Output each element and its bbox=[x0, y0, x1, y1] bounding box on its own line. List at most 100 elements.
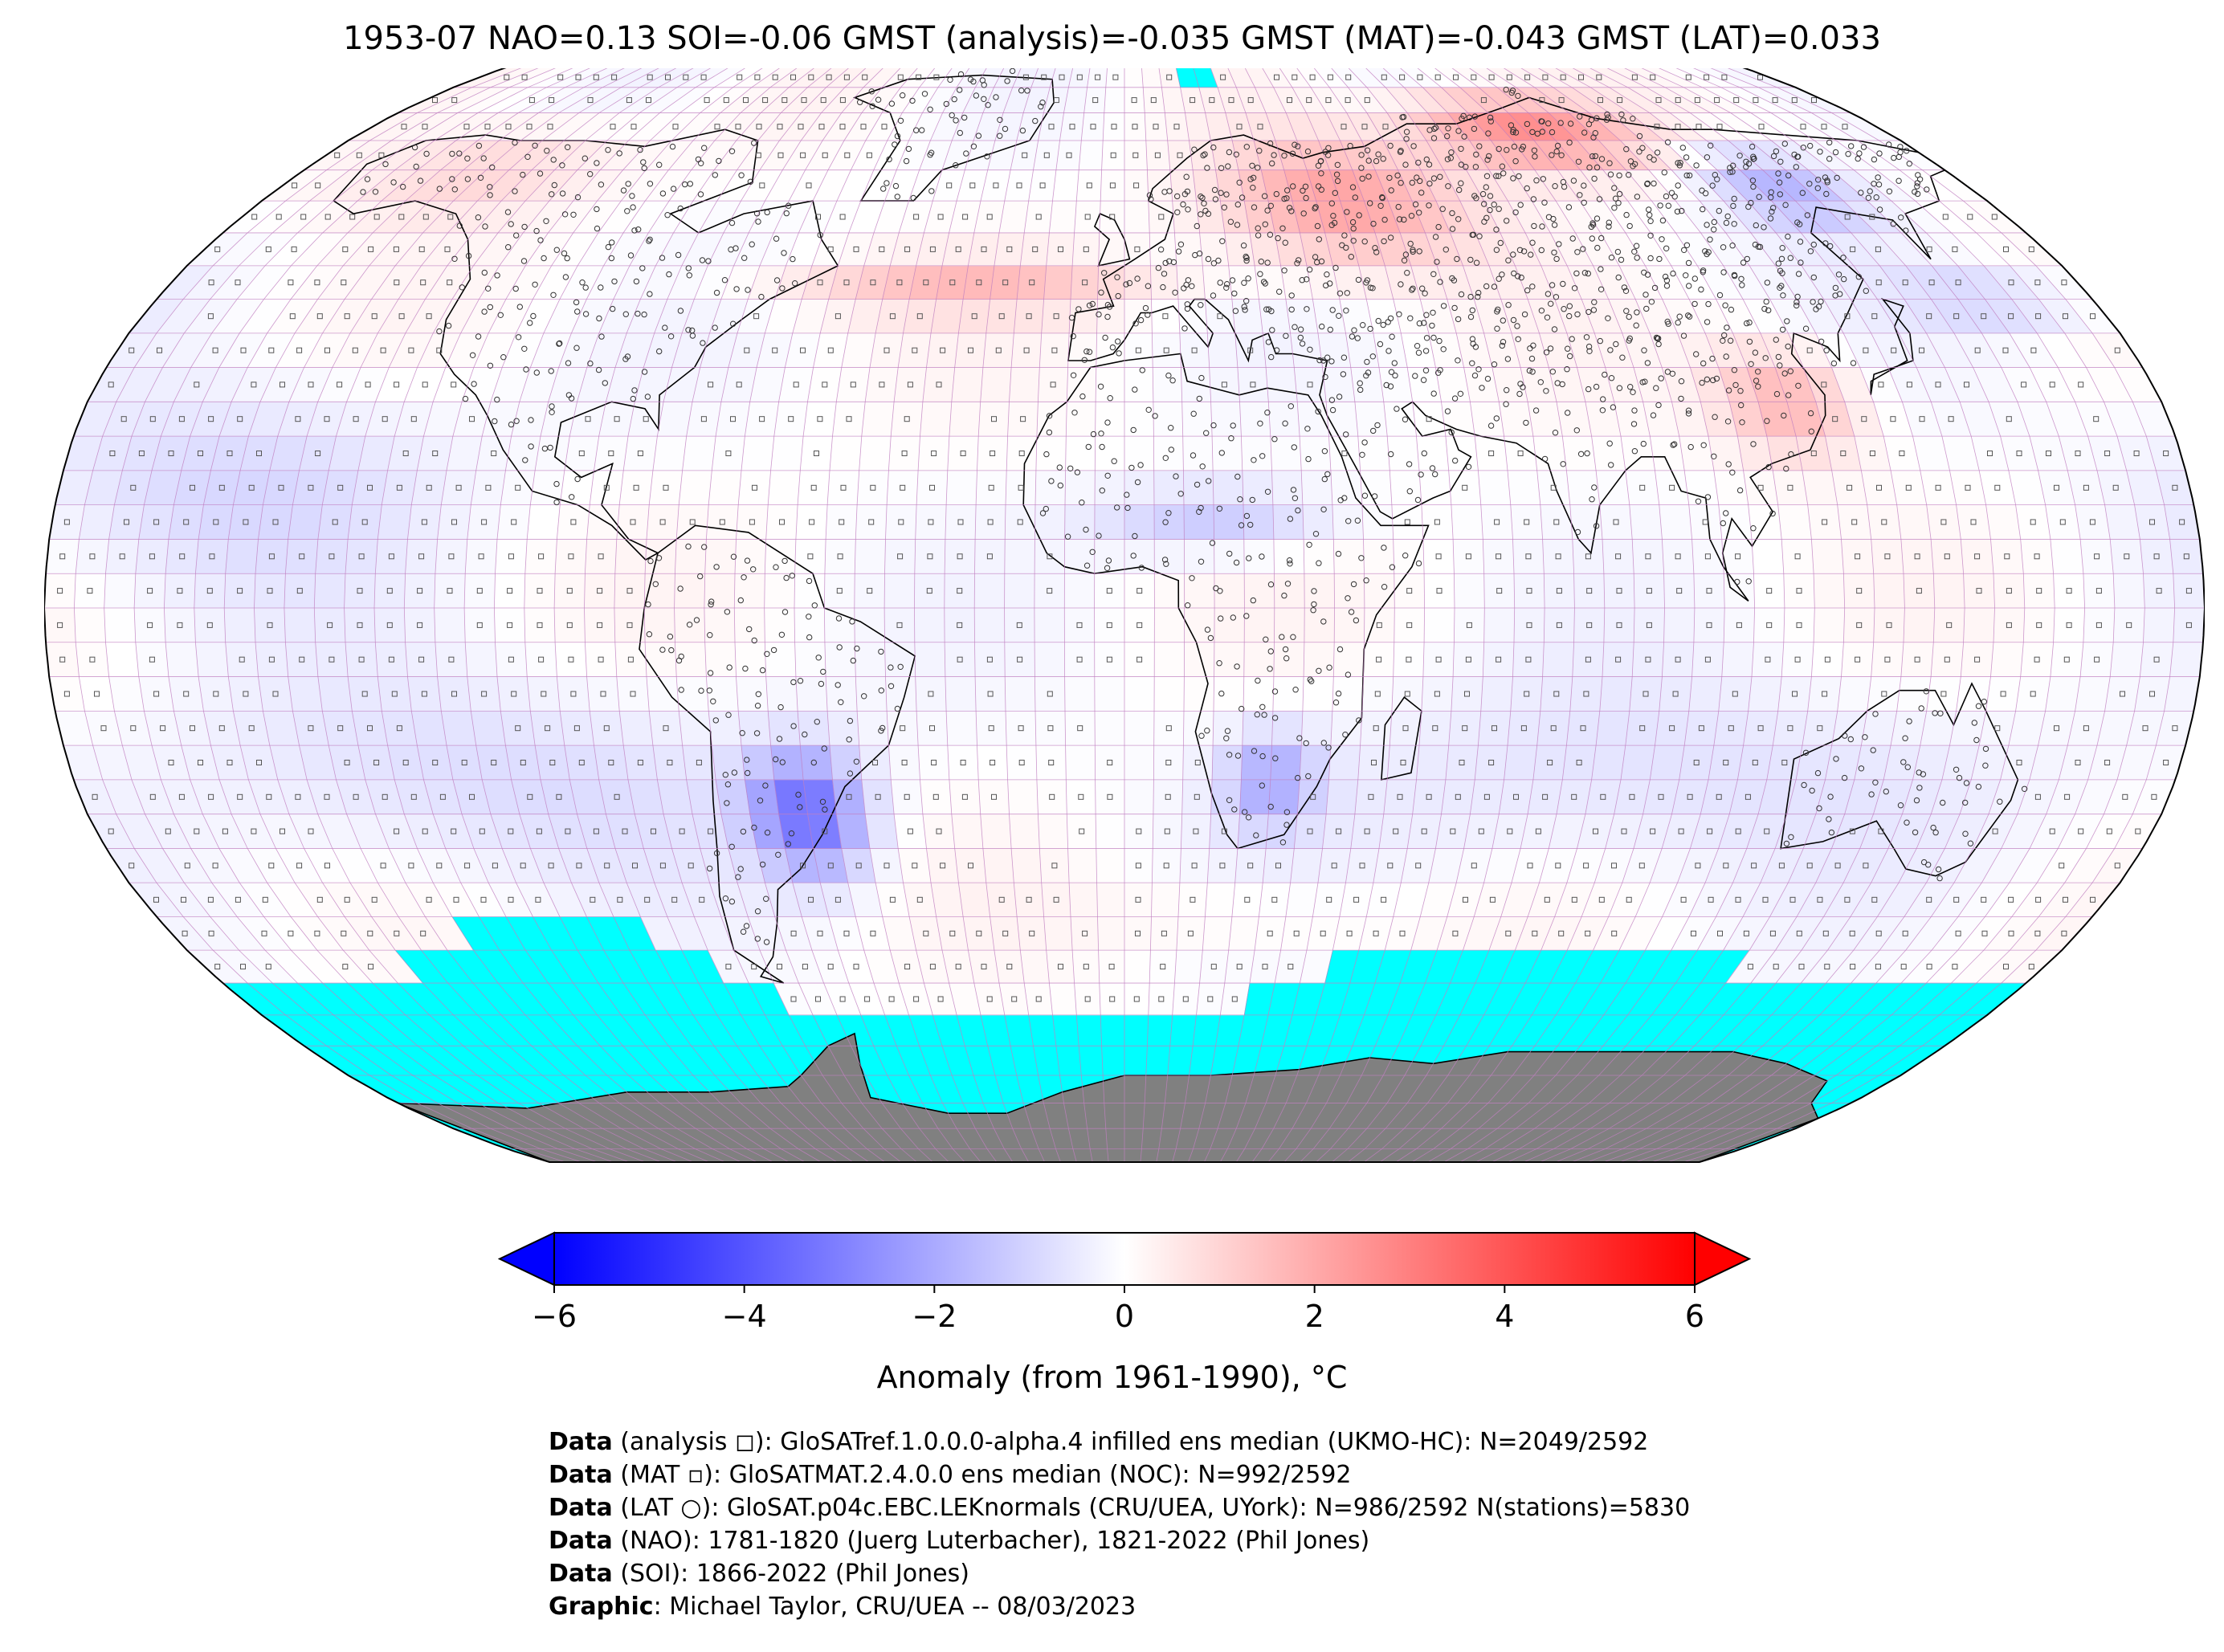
anomaly-cell bbox=[922, 367, 956, 402]
anomaly-cell bbox=[1655, 470, 1690, 506]
anomaly-cell bbox=[1272, 504, 1304, 540]
anomaly-cell bbox=[1451, 504, 1483, 540]
anomaly-cell bbox=[1454, 573, 1485, 609]
anomaly-cell bbox=[464, 539, 498, 574]
anomaly-cell bbox=[1124, 982, 1150, 1016]
anomaly-cell bbox=[347, 504, 382, 540]
anomaly-cell bbox=[1004, 573, 1035, 609]
anomaly-cell bbox=[1932, 607, 1965, 643]
anomaly-cell bbox=[1364, 573, 1395, 609]
anomaly-cell bbox=[1153, 435, 1184, 471]
anomaly-cell bbox=[1010, 332, 1043, 368]
anomaly-cell bbox=[1039, 848, 1070, 883]
anomaly-cell bbox=[797, 710, 830, 746]
anomaly-cell bbox=[1418, 710, 1452, 746]
anomaly-cell bbox=[1243, 676, 1275, 712]
anomaly-cell bbox=[1096, 848, 1125, 883]
anomaly-cell bbox=[1532, 435, 1567, 471]
anomaly-cell bbox=[1034, 504, 1066, 540]
anomaly-cell bbox=[1421, 676, 1454, 712]
anomaly-cell bbox=[1043, 265, 1073, 300]
anomaly-cell bbox=[826, 470, 860, 506]
anomaly-cell bbox=[1480, 504, 1513, 540]
anomaly-cell bbox=[734, 642, 767, 677]
anomaly-cell bbox=[1416, 744, 1450, 781]
anomaly-cell bbox=[1659, 676, 1692, 712]
anomaly-cell bbox=[1271, 470, 1304, 506]
anomaly-cell bbox=[377, 504, 412, 540]
anomaly-cell bbox=[1153, 607, 1185, 643]
anomaly-cell bbox=[1234, 848, 1267, 883]
anomaly-cell bbox=[79, 504, 115, 540]
anomaly-cell bbox=[1903, 573, 1936, 609]
anomaly-cell bbox=[1718, 504, 1753, 540]
anomaly-cell bbox=[2169, 642, 2204, 677]
anomaly-cell bbox=[794, 539, 826, 574]
anomaly-cell bbox=[958, 299, 990, 334]
anomaly-cell bbox=[1751, 539, 1785, 574]
anomaly-cell bbox=[1322, 814, 1356, 849]
anomaly-cell bbox=[1094, 676, 1125, 712]
anomaly-cell bbox=[2112, 607, 2145, 643]
anomaly-cell bbox=[1299, 744, 1332, 781]
anomaly-cell bbox=[1386, 435, 1420, 471]
anomaly-cell bbox=[1452, 539, 1485, 574]
anomaly-cell bbox=[1930, 642, 1964, 677]
anomaly-cell bbox=[1963, 607, 1995, 643]
anomaly-cell bbox=[1322, 367, 1356, 402]
anomaly-cell bbox=[557, 504, 590, 540]
anomaly-cell bbox=[1049, 200, 1077, 234]
anomaly-cell bbox=[1094, 710, 1125, 746]
anomaly-cell bbox=[1510, 504, 1543, 540]
anomaly-cell bbox=[168, 676, 204, 712]
anomaly-cell bbox=[1019, 949, 1050, 984]
anomaly-cell bbox=[733, 607, 765, 643]
anomaly-cell bbox=[773, 401, 808, 437]
anomaly-cell bbox=[1016, 265, 1047, 300]
anomaly-cell bbox=[648, 710, 683, 746]
anomaly-cell bbox=[1124, 232, 1151, 267]
anomaly-cell bbox=[464, 642, 498, 677]
anomaly-cell bbox=[1205, 882, 1236, 917]
anomaly-cell bbox=[1293, 814, 1327, 849]
anomaly-cell bbox=[1474, 744, 1508, 781]
anomaly-cell bbox=[168, 504, 204, 540]
anomaly-cell bbox=[165, 539, 199, 574]
anomaly-cell bbox=[1807, 676, 1842, 712]
anomaly-cell bbox=[767, 470, 801, 506]
anomaly-cell bbox=[832, 401, 866, 437]
anomaly-cell bbox=[285, 642, 319, 677]
anomaly-cell bbox=[974, 539, 1006, 574]
anomaly-cell bbox=[618, 710, 654, 746]
anomaly-cell bbox=[1325, 779, 1359, 815]
anomaly-cell bbox=[1124, 200, 1150, 234]
anomaly-cell bbox=[1599, 504, 1633, 540]
anomaly-cell bbox=[1231, 299, 1263, 334]
anomaly-cell bbox=[1124, 1014, 1149, 1046]
anomaly-cell bbox=[1147, 1014, 1173, 1046]
anomaly-cell bbox=[1153, 573, 1185, 609]
anomaly-cell bbox=[1254, 916, 1287, 951]
anomaly-cell bbox=[594, 435, 629, 471]
anomaly-cell bbox=[1802, 710, 1838, 746]
anomaly-cell bbox=[2050, 539, 2084, 574]
anomaly-cell bbox=[1507, 470, 1541, 506]
anomaly-cell bbox=[524, 642, 557, 677]
anomaly-cell bbox=[949, 779, 981, 815]
anomaly-cell bbox=[1004, 539, 1035, 574]
anomaly-cell bbox=[1153, 470, 1185, 506]
anomaly-cell bbox=[1078, 140, 1104, 170]
anomaly-cell bbox=[973, 607, 1006, 643]
anomaly-cell bbox=[1013, 882, 1044, 917]
anomaly-cell bbox=[1532, 744, 1567, 781]
anomaly-cell bbox=[1102, 112, 1125, 141]
anomaly-cell bbox=[1243, 504, 1275, 540]
anomaly-cell bbox=[1100, 1014, 1125, 1046]
anomaly-cell bbox=[1445, 744, 1479, 781]
anomaly-cell bbox=[1930, 539, 1964, 574]
anomaly-cell bbox=[1536, 710, 1571, 746]
anomaly-cell bbox=[859, 744, 892, 781]
anomaly-cell bbox=[1512, 539, 1545, 574]
anomaly-cell bbox=[1094, 573, 1125, 609]
anomaly-cell bbox=[1595, 710, 1630, 746]
